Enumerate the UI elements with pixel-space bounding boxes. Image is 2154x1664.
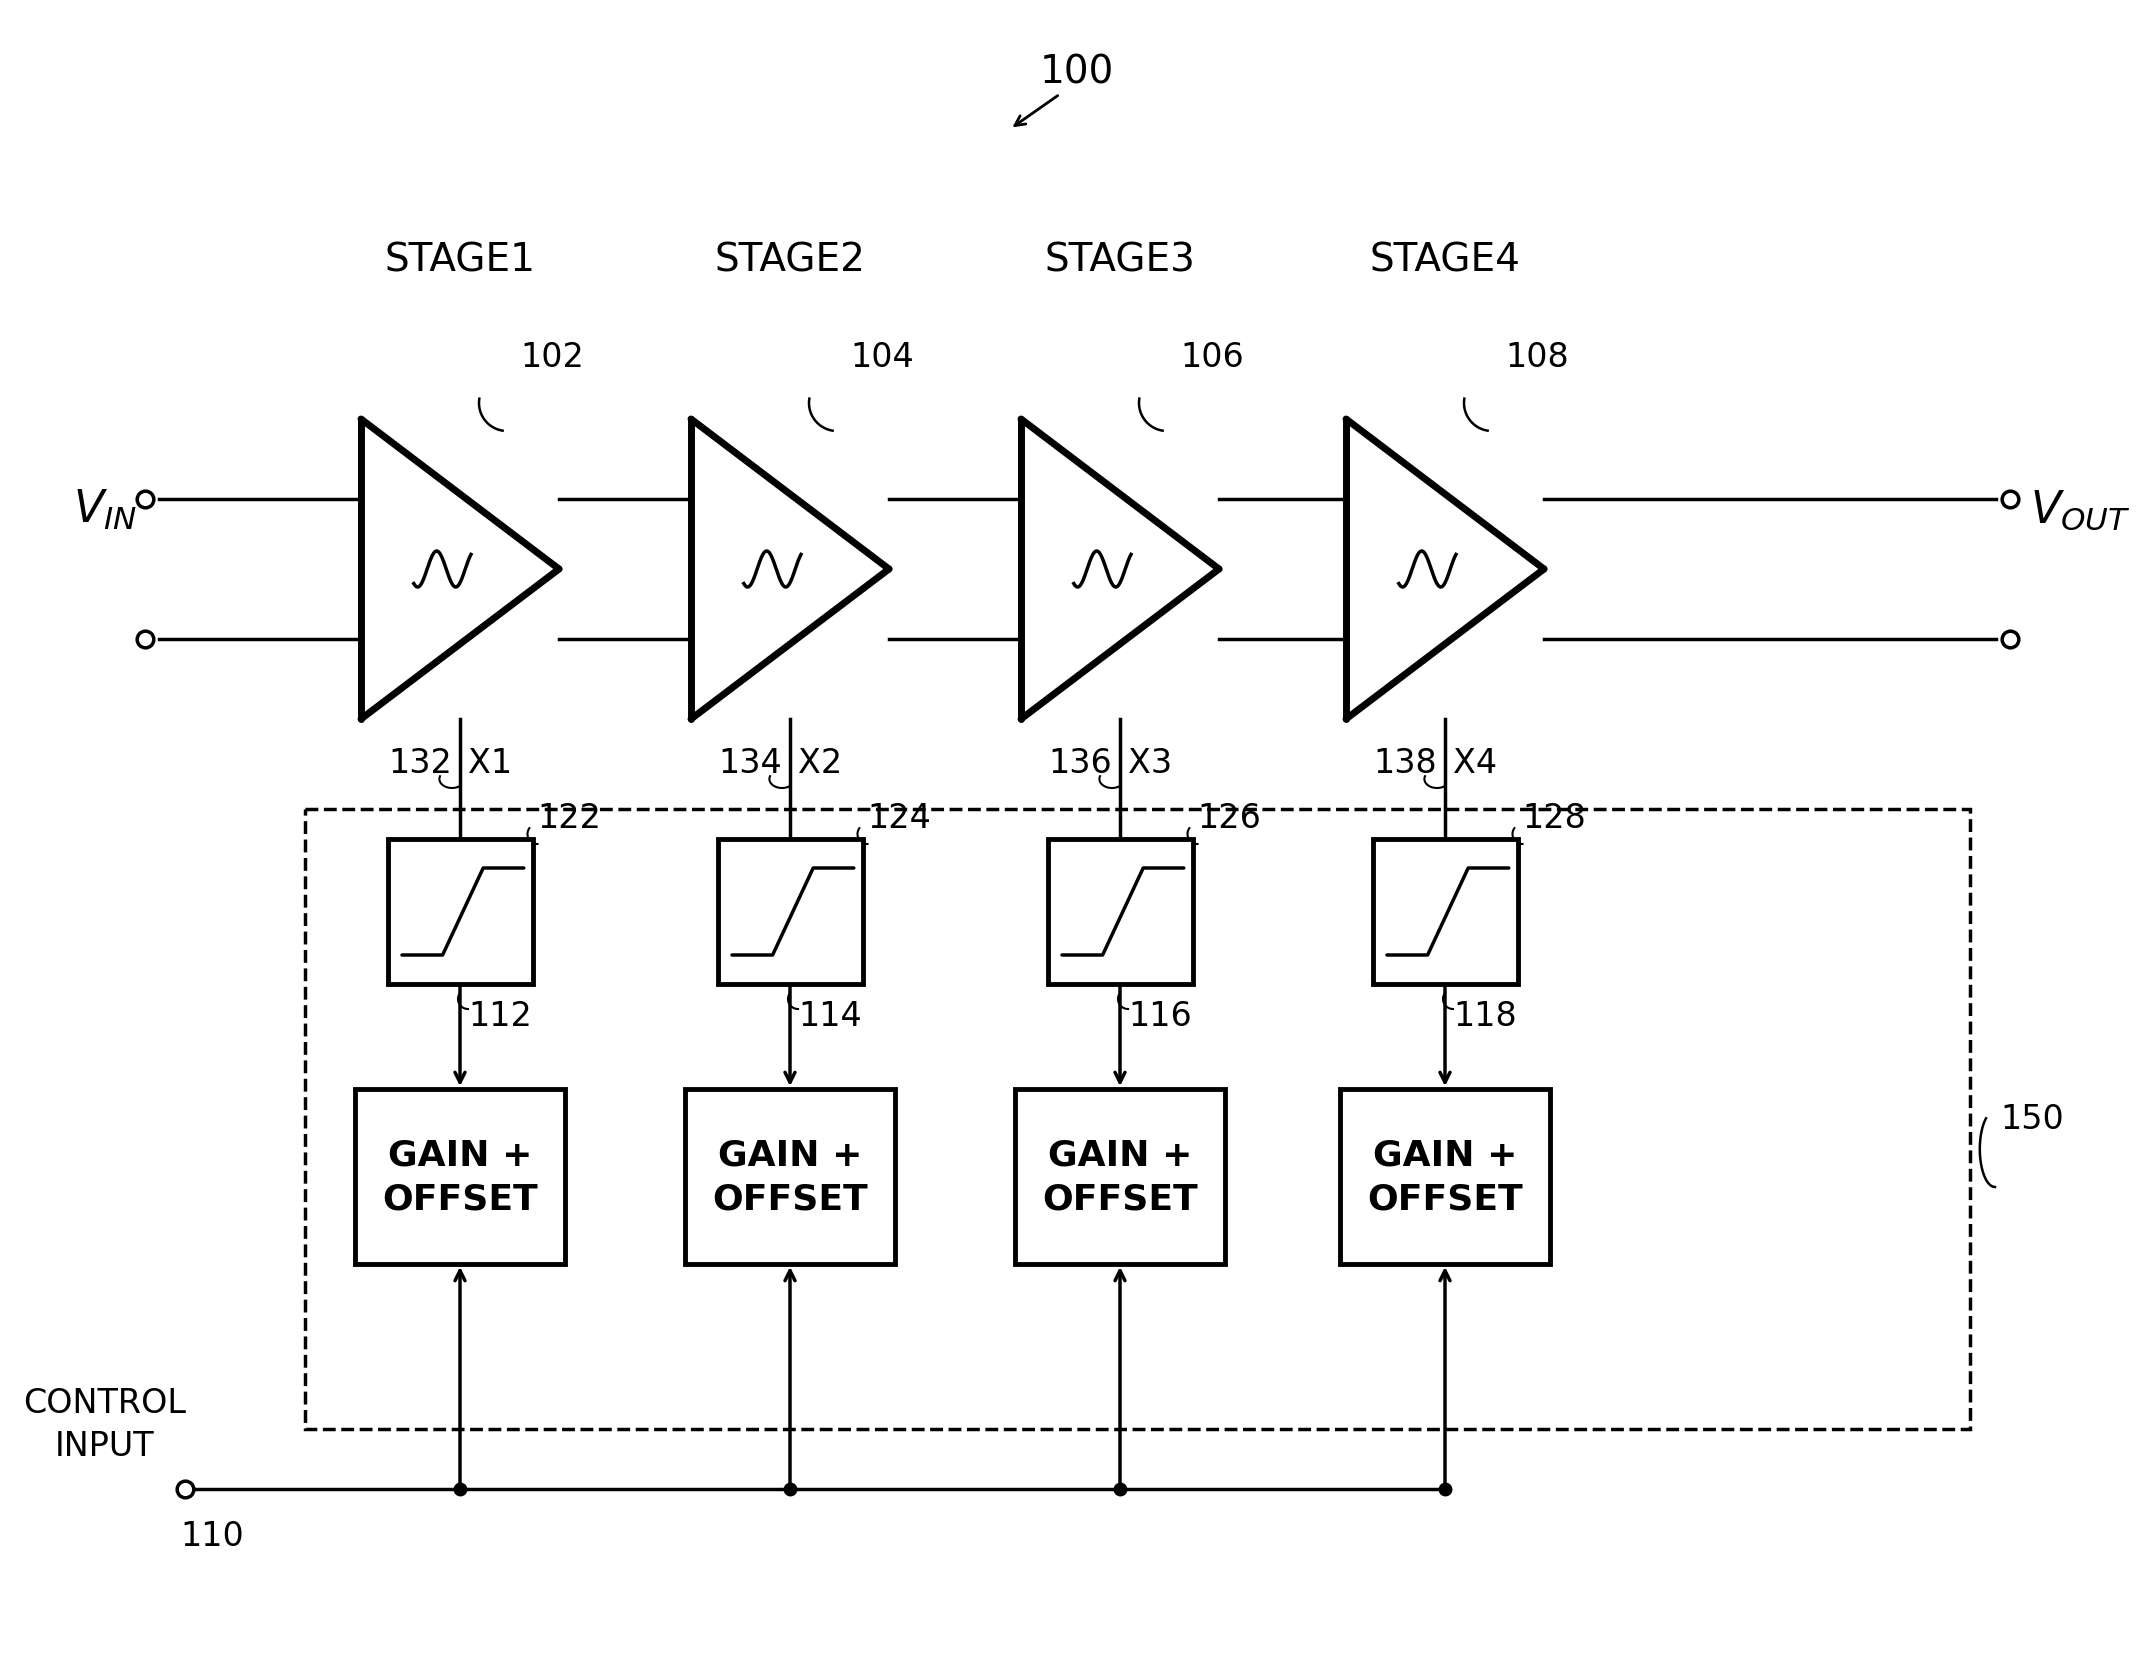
Text: 128: 128 [1523, 802, 1585, 835]
Text: 100: 100 [1040, 53, 1114, 92]
Text: 150: 150 [2001, 1103, 2064, 1137]
Text: X2: X2 [797, 747, 842, 779]
Bar [355, 1090, 564, 1265]
Bar [717, 840, 862, 985]
Text: 136: 136 [1049, 747, 1111, 779]
Text: 138: 138 [1374, 747, 1437, 779]
Bar [1047, 840, 1193, 985]
Text: STAGE2: STAGE2 [715, 241, 866, 280]
Bar [1340, 1090, 1551, 1265]
Text: 106: 106 [1180, 341, 1243, 374]
Text: 118: 118 [1454, 1000, 1516, 1032]
Text: 114: 114 [797, 1000, 862, 1032]
Text: STAGE1: STAGE1 [386, 241, 536, 280]
Text: GAIN +
OFFSET: GAIN + OFFSET [1368, 1138, 1523, 1216]
Text: 104: 104 [851, 341, 913, 374]
Text: X3: X3 [1129, 747, 1172, 779]
Text: GAIN +
OFFSET: GAIN + OFFSET [381, 1138, 538, 1216]
Text: STAGE4: STAGE4 [1370, 241, 1521, 280]
Text: 124: 124 [868, 802, 931, 835]
Text: 112: 112 [467, 1000, 532, 1032]
Text: X4: X4 [1454, 747, 1497, 779]
Bar [1015, 1090, 1226, 1265]
Text: $V_{\mathregular{IN}}$: $V_{\mathregular{IN}}$ [73, 488, 138, 532]
Text: 132: 132 [388, 747, 452, 779]
Bar [388, 840, 532, 985]
Text: STAGE3: STAGE3 [1045, 241, 1195, 280]
Text: GAIN +
OFFSET: GAIN + OFFSET [1043, 1138, 1198, 1216]
Bar [306, 809, 1971, 1429]
Text: CONTROL
INPUT: CONTROL INPUT [24, 1386, 187, 1463]
Text: 116: 116 [1129, 1000, 1191, 1032]
Bar [1372, 840, 1519, 985]
Text: 108: 108 [1506, 341, 1568, 374]
Text: 102: 102 [519, 341, 584, 374]
Text: 134: 134 [717, 747, 782, 779]
Text: 110: 110 [181, 1519, 243, 1553]
Text: $V_{\mathregular{OUT}}$: $V_{\mathregular{OUT}}$ [2029, 488, 2130, 531]
Bar [685, 1090, 896, 1265]
Text: 122: 122 [538, 802, 601, 835]
Text: GAIN +
OFFSET: GAIN + OFFSET [713, 1138, 868, 1216]
Text: X1: X1 [467, 747, 513, 779]
Text: 126: 126 [1198, 802, 1262, 835]
